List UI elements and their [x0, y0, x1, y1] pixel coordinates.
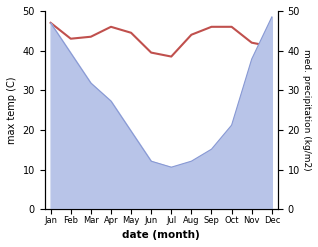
Y-axis label: med. precipitation (kg/m2): med. precipitation (kg/m2) — [302, 49, 311, 171]
Y-axis label: max temp (C): max temp (C) — [7, 76, 17, 144]
X-axis label: date (month): date (month) — [122, 230, 200, 240]
